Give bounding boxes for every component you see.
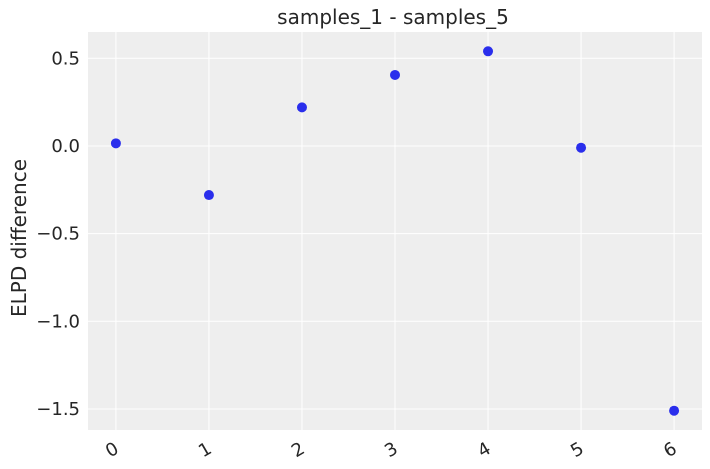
y-tick-label: 0.0 xyxy=(51,136,80,157)
data-point xyxy=(203,190,214,201)
grid-lines xyxy=(88,32,702,430)
y-tick-labels: 0.5 0.0 −0.5 −1.0 −1.5 xyxy=(36,48,80,420)
data-point xyxy=(483,46,494,57)
y-tick-label: 0.5 xyxy=(51,48,80,69)
x-tick-label: 6 xyxy=(660,438,680,462)
x-tick-label: 5 xyxy=(567,438,587,462)
data-point xyxy=(576,142,587,153)
data-point xyxy=(390,69,400,80)
y-axis-label: ELPD difference xyxy=(7,159,31,317)
chart-title: samples_1 - samples_5 xyxy=(277,5,509,29)
y-tick-label: −1.0 xyxy=(36,311,80,332)
data-point xyxy=(669,405,680,416)
x-tick-label: 3 xyxy=(381,438,401,462)
data-points xyxy=(110,46,680,416)
y-tick-label: −0.5 xyxy=(36,224,80,245)
x-tick-label: 2 xyxy=(288,438,308,462)
y-tick-label: −1.5 xyxy=(36,399,80,420)
data-point xyxy=(110,138,121,149)
x-tick-labels: 0 1 2 3 4 5 6 xyxy=(102,438,681,462)
data-point xyxy=(296,102,307,113)
x-tick-label: 0 xyxy=(102,438,122,462)
x-tick-label: 4 xyxy=(474,438,494,462)
x-tick-label: 1 xyxy=(195,438,215,462)
